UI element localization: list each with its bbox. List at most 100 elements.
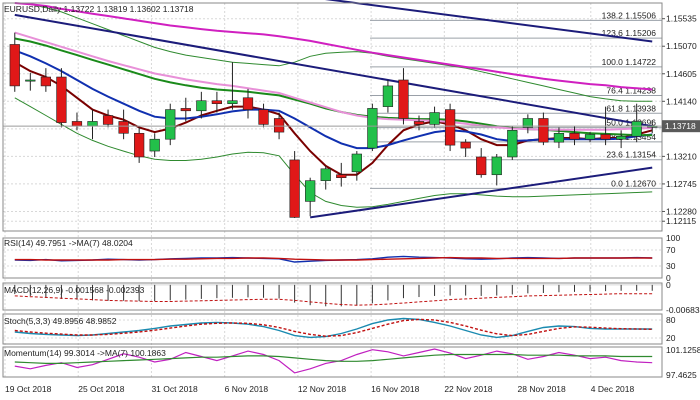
- indicator-tick-label: 97.4625: [666, 370, 697, 380]
- candle-bullish: [553, 132, 565, 143]
- candle-bullish: [507, 130, 518, 158]
- candle-bullish: [165, 109, 176, 140]
- candle-bearish: [71, 121, 83, 127]
- candle-bullish: [87, 121, 98, 127]
- candle-bullish: [616, 135, 627, 140]
- candle-bearish: [413, 121, 425, 125]
- candle-bearish: [460, 141, 471, 149]
- momentum-label: Momentum(14) 99.3014 ->MA(7) 100.1863: [4, 348, 166, 358]
- candle-bearish: [180, 108, 191, 112]
- indicator-tick-label: 20: [666, 333, 676, 343]
- candle-bullish: [382, 85, 394, 107]
- fib-level-label: 61.8 1.13938: [606, 103, 656, 113]
- fib-level-label: 100.0 1.14722: [602, 57, 657, 67]
- stoch-series-line-2: [14, 318, 653, 337]
- macd-label: MACD(12,26,9) -0.001568 -0.002393: [4, 285, 145, 295]
- trendline: [324, 0, 653, 43]
- x-tick-label: 25 Oct 2018: [78, 384, 125, 394]
- x-tick-label: 19 Oct 2018: [5, 384, 52, 394]
- candlesticks: [9, 32, 658, 218]
- stoch-series-line-1: [14, 317, 653, 339]
- fib-level-label: 76.4 1.14238: [606, 86, 656, 96]
- candle-bullish: [522, 118, 533, 128]
- rsi-panel-border: [2, 237, 663, 279]
- indicator-tick-label: 70: [666, 245, 676, 255]
- indicator-tick-label: -0.00683: [666, 305, 700, 315]
- fib-level-label: 123.6 1.15206: [602, 28, 657, 38]
- candle-bullish: [429, 112, 440, 125]
- candle-bearish: [273, 118, 285, 133]
- candle-bearish: [476, 156, 487, 176]
- price-tick-label: 1.15535: [666, 14, 697, 24]
- stoch-panel-border: [2, 313, 663, 345]
- fib-level-label: 23.6 1.13154: [606, 150, 656, 160]
- indicator-tick-label: 80: [666, 315, 676, 325]
- indicator-tick-label: 30: [666, 261, 676, 271]
- mom-panel-border: [2, 346, 663, 378]
- x-tick-label: 4 Dec 2018: [591, 384, 635, 394]
- x-tick-label: 12 Nov 2018: [298, 384, 346, 394]
- momentum-series-line-2: [14, 353, 653, 364]
- trendlines: [14, 0, 653, 219]
- moving-average-line-4: [14, 2, 653, 91]
- price-tick-label: 1.12115: [666, 216, 696, 226]
- candle-bullish: [351, 153, 362, 173]
- macd-panel-border: [2, 282, 663, 311]
- current-price-box: [662, 120, 700, 133]
- candle-bullish: [149, 138, 160, 152]
- x-tick-label: 6 Nov 2018: [225, 384, 269, 394]
- candle-bearish: [102, 115, 114, 125]
- trendline: [310, 166, 653, 219]
- rsi-series-line-1: [14, 255, 653, 263]
- candle-bullish: [367, 108, 378, 149]
- macd-signal-line: [14, 293, 653, 306]
- candle-bullish: [631, 121, 642, 137]
- price-tick-label: 1.14140: [666, 96, 697, 106]
- symbol-header: EURUSD,Daily 1.13722 1.13819 1.13602 1.1…: [4, 4, 194, 14]
- gridlines: [3, 3, 662, 377]
- candle-bearish: [9, 44, 20, 87]
- stoch-label: Stoch(5,3,3) 49.8956 48.9852: [4, 316, 117, 326]
- price-tick-label: 1.13210: [666, 151, 697, 161]
- candle-bearish: [40, 76, 51, 87]
- bollinger-lower-line: [14, 97, 653, 208]
- candle-bearish: [398, 79, 409, 119]
- indicator-panels: [3, 249, 662, 374]
- indicator-tick-label: 101.1258: [666, 345, 700, 355]
- x-tick-label: 16 Nov 2018: [371, 384, 419, 394]
- candle-bearish: [242, 97, 254, 110]
- indicator-tick-label: 100: [666, 233, 680, 243]
- candle-bullish: [227, 100, 238, 104]
- current-price-label: 1.13718: [665, 121, 696, 131]
- candle-bullish: [491, 156, 502, 176]
- bollinger-bands: [14, 2, 653, 208]
- candle-bearish: [134, 132, 145, 158]
- trendline: [14, 13, 653, 128]
- price-panel-border: [2, 2, 663, 232]
- candle-bullish: [25, 79, 36, 82]
- price-tick-label: 1.12745: [666, 179, 697, 189]
- candle-bullish: [196, 100, 207, 112]
- fib-level-label: 138.2 1.15506: [602, 10, 657, 20]
- candle-bearish: [289, 159, 300, 218]
- candle-bearish: [336, 174, 347, 179]
- candle-bearish: [211, 100, 223, 104]
- candle-bearish: [569, 132, 580, 140]
- indicator-tick-label: 0: [666, 280, 671, 290]
- candle-bearish: [56, 76, 67, 123]
- fib-level-label: 0.0 1.12670: [611, 178, 656, 188]
- candle-bearish: [600, 134, 611, 140]
- x-tick-label: 31 Oct 2018: [151, 384, 198, 394]
- candle-bullish: [305, 180, 316, 202]
- x-tick-label: 22 Nov 2018: [444, 384, 492, 394]
- candle-bullish: [584, 134, 596, 140]
- price-tick-label: 1.12280: [666, 206, 697, 216]
- rsi-series-line-2: [14, 256, 653, 261]
- rsi-label: RSI(14) 49.7951 ->MA(7) 48.0204: [4, 238, 133, 248]
- candle-bullish: [320, 168, 331, 181]
- candle-bearish: [258, 109, 269, 125]
- axes: 19 Oct 2018 25 Oct 2018 31 Oct 2018 6 Nov 2…: [2, 2, 700, 394]
- indicator-tick-label: 0: [666, 273, 671, 283]
- x-tick-label: 28 Nov 2018: [518, 384, 566, 394]
